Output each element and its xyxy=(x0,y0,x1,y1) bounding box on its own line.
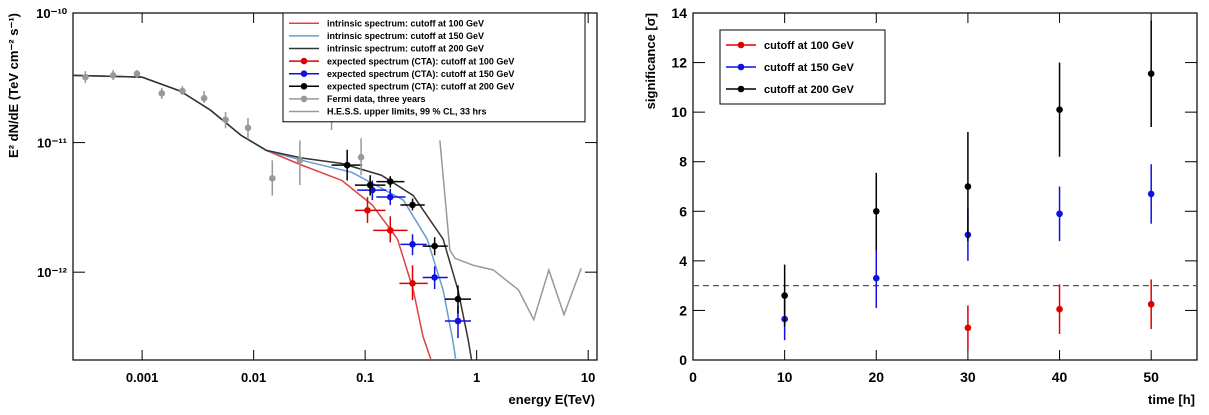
point xyxy=(454,317,462,325)
y-tick-label: 4 xyxy=(679,253,687,269)
point xyxy=(179,87,186,95)
point xyxy=(82,73,89,81)
plot-area xyxy=(693,20,1197,351)
legend-marker xyxy=(737,63,745,71)
point xyxy=(454,295,462,303)
legend-label: cutoff at 100 GeV xyxy=(764,40,855,52)
legend-marker xyxy=(300,83,308,90)
point xyxy=(1056,210,1063,218)
point xyxy=(409,241,416,248)
point xyxy=(964,324,972,332)
x-tick-label: 30 xyxy=(960,369,976,385)
legend-label: intrinsic spectrum: cutoff at 200 GeV xyxy=(327,44,484,54)
point xyxy=(296,156,304,164)
point xyxy=(431,274,438,281)
y-tick-label: 10⁻¹⁰ xyxy=(36,6,68,21)
point xyxy=(133,70,141,78)
plot: 0 10 20 30 40 50 0 2 4 6 8 10 12 14 time [h] significan… xyxy=(643,5,1198,407)
legend-label: Fermi data, three years xyxy=(327,94,426,104)
x-tick-label: 1 xyxy=(473,370,480,385)
y-axis-label: E² dN/dE (TeV cm⁻² s⁻¹) xyxy=(6,13,21,158)
point xyxy=(357,153,365,161)
point xyxy=(872,207,880,215)
x-tick-label: 0 xyxy=(689,369,697,385)
y-tick-label: 10⁻¹¹ xyxy=(37,136,67,151)
point xyxy=(431,242,438,250)
point xyxy=(200,94,208,102)
y-tick-label: 0 xyxy=(679,352,687,368)
point xyxy=(1056,106,1063,113)
y-axis-label: significance [σ] xyxy=(643,13,658,109)
x-axis-label: time [h] xyxy=(1148,392,1195,407)
point xyxy=(1056,305,1063,313)
point xyxy=(872,274,880,282)
legend-label: expected spectrum (CTA): cutoff at 200 G… xyxy=(327,82,514,92)
x-axis-label: energy E(TeV) xyxy=(509,392,595,407)
point xyxy=(364,207,371,214)
point xyxy=(409,201,416,209)
curve xyxy=(439,140,582,322)
point xyxy=(964,183,972,190)
point xyxy=(244,124,252,132)
legend: intrinsic spectrum: cutoff at 100 GeV int… xyxy=(282,12,586,123)
point xyxy=(1147,300,1155,308)
legend-marker xyxy=(300,95,308,103)
x-tick-label: 0.01 xyxy=(241,370,266,385)
legend-marker xyxy=(300,70,308,77)
legend-label: H.E.S.S. upper limits, 99 % CL, 33 hrs xyxy=(327,107,487,117)
point xyxy=(366,181,374,189)
legend-label: cutoff at 150 GeV xyxy=(764,62,855,74)
x-tick-label: 10 xyxy=(581,370,595,385)
curve xyxy=(73,74,473,360)
legend-box xyxy=(282,12,586,123)
point xyxy=(343,161,351,169)
x-tick-label: 20 xyxy=(868,369,884,385)
x-tick-label: 10 xyxy=(777,369,793,385)
plot-area xyxy=(73,70,582,360)
point xyxy=(158,90,166,97)
legend-label: expected spectrum (CTA): cutoff at 150 G… xyxy=(327,69,514,79)
legend: cutoff at 100 GeV cutoff at 150 GeV cutoff… xyxy=(719,29,886,105)
y-tick-label: 12 xyxy=(671,55,687,71)
point xyxy=(386,178,394,185)
y-tick-label: 10 xyxy=(671,104,687,120)
plot-frame xyxy=(692,12,1198,361)
point xyxy=(1147,70,1155,78)
point xyxy=(109,72,117,79)
point xyxy=(386,193,394,201)
y-tick-label: 14 xyxy=(671,5,687,21)
x-tick-label: 40 xyxy=(1052,369,1068,385)
x-tick-label: 0.001 xyxy=(126,370,159,385)
point xyxy=(781,292,788,299)
legend-label: intrinsic spectrum: cutoff at 150 GeV xyxy=(327,31,484,41)
y-tick-label: 8 xyxy=(679,154,687,170)
legend-label: cutoff at 200 GeV xyxy=(764,84,855,96)
legend-label: expected spectrum (CTA): cutoff at 100 G… xyxy=(327,56,514,66)
y-tick-label: 6 xyxy=(679,203,687,219)
point xyxy=(1147,190,1155,198)
point xyxy=(222,116,229,124)
y-tick-label: 2 xyxy=(679,302,687,318)
point xyxy=(386,227,394,234)
point xyxy=(409,280,416,287)
legend-marker xyxy=(737,85,745,93)
legend-marker xyxy=(300,57,308,65)
y-tick-label: 10⁻¹² xyxy=(37,265,68,280)
legend-marker xyxy=(737,41,745,49)
point xyxy=(268,175,276,182)
x-tick-label: 50 xyxy=(1143,369,1159,385)
x-tick-label: 0.1 xyxy=(356,370,374,385)
legend-label: intrinsic spectrum: cutoff at 100 GeV xyxy=(327,19,484,29)
